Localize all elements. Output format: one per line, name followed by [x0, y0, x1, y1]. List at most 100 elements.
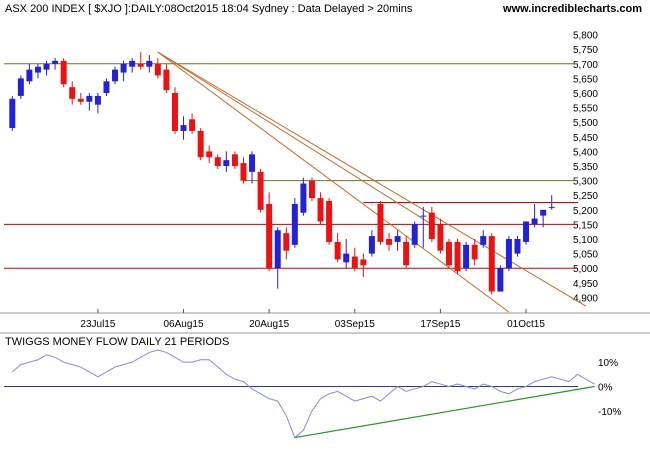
candle-body	[411, 224, 418, 245]
candle-42	[368, 230, 375, 257]
candle-body	[360, 259, 367, 266]
y-tick-label: 5,150	[573, 220, 598, 231]
candle-63	[548, 195, 555, 210]
candle-body	[454, 241, 461, 272]
y-tick-label: 5,650	[573, 74, 598, 85]
candle-body	[420, 215, 427, 217]
candle-55	[480, 230, 487, 248]
candle-28	[249, 151, 256, 184]
candle-39	[343, 239, 350, 269]
candle-body	[180, 125, 187, 131]
candle-57	[497, 265, 504, 292]
y-tick-label: 5,200	[573, 206, 598, 217]
candle-body	[394, 236, 401, 242]
candle-body	[26, 69, 33, 82]
candle-26	[231, 151, 238, 169]
candle-9	[86, 93, 93, 111]
candle-60	[523, 221, 530, 245]
candle-body	[300, 183, 307, 213]
candle-16	[146, 55, 153, 73]
y-tick-label: 5,800	[573, 31, 598, 42]
candle-body	[343, 253, 350, 263]
candle-49	[428, 206, 435, 242]
y-tick-label: 5,500	[573, 118, 598, 129]
candle-body	[223, 160, 230, 166]
candle-34	[300, 177, 307, 216]
candle-35	[308, 177, 315, 202]
candle-body	[274, 230, 281, 269]
candle-body	[60, 60, 67, 85]
candle-body	[77, 98, 84, 102]
candle-body	[377, 203, 384, 242]
candle-37	[326, 198, 333, 245]
site-name[interactable]: www.incrediblecharts.com	[503, 3, 642, 15]
candle-body	[163, 69, 170, 91]
candle-3	[34, 63, 41, 79]
candle-46	[403, 236, 410, 269]
candle-body	[146, 60, 153, 67]
candle-56	[488, 233, 495, 295]
candle-body	[120, 63, 127, 73]
candle-1	[17, 75, 24, 99]
candle-body	[488, 236, 495, 292]
candle-20	[180, 116, 187, 140]
candle-body	[137, 63, 144, 67]
candle-body	[540, 209, 547, 216]
candle-body	[112, 69, 119, 82]
candle-5	[52, 57, 59, 70]
x-tick-label: 06Aug15	[164, 319, 204, 330]
x-tick-label: 23Jul15	[80, 319, 115, 330]
candle-54	[471, 239, 478, 266]
candle-50	[437, 218, 444, 254]
candle-53	[463, 241, 470, 272]
candle-15	[137, 52, 144, 70]
candle-24	[214, 154, 221, 169]
candle-body	[86, 95, 93, 102]
candle-30	[266, 192, 273, 272]
trendline-2	[157, 51, 433, 225]
y-tick-label: 4,950	[573, 279, 598, 290]
candle-43	[377, 201, 384, 245]
candle-body	[326, 201, 333, 242]
candle-body	[548, 206, 555, 208]
candle-body	[189, 119, 196, 131]
candle-body	[129, 60, 136, 67]
candle-body	[531, 218, 538, 225]
candle-body	[291, 203, 298, 245]
candle-body	[206, 151, 213, 158]
candle-18	[163, 63, 170, 93]
candle-58	[505, 236, 512, 272]
candle-body	[214, 157, 221, 166]
candle-body	[308, 180, 315, 199]
y-tick-label: 5,750	[573, 45, 598, 56]
tmf-trendline-0	[294, 385, 595, 439]
candle-23	[206, 145, 213, 164]
candle-body	[257, 171, 264, 210]
price-x-axis: 23Jul15 06Aug15 20Aug15 03Sep15 17Sep15 01Oct…	[80, 309, 545, 330]
candle-47	[411, 221, 418, 248]
candle-44	[386, 233, 393, 251]
candle-36	[317, 192, 324, 225]
y-tick-label: 5,700	[573, 60, 598, 71]
candle-body	[428, 212, 435, 239]
y-tick-label: 5,550	[573, 104, 598, 115]
tmf-series-line	[11, 349, 595, 439]
candle-41	[360, 253, 367, 277]
y-tick-label: 5,450	[573, 133, 598, 144]
candle-body	[437, 224, 444, 251]
y-tick-label: 5,100	[573, 235, 598, 246]
y-tick-label: 5,400	[573, 147, 598, 158]
indicator-y-axis: 10% 0% -10%	[598, 358, 621, 418]
candle-12	[112, 66, 119, 85]
candle-25	[223, 151, 230, 172]
candle-51	[445, 239, 452, 269]
candle-59	[514, 236, 521, 257]
candle-body	[34, 66, 41, 73]
candle-32	[283, 227, 290, 260]
candle-body	[171, 93, 178, 131]
candle-body	[463, 244, 470, 269]
candle-11	[103, 78, 110, 96]
candle-40	[351, 247, 358, 272]
indicator-y-tick-label: 10%	[598, 358, 618, 369]
